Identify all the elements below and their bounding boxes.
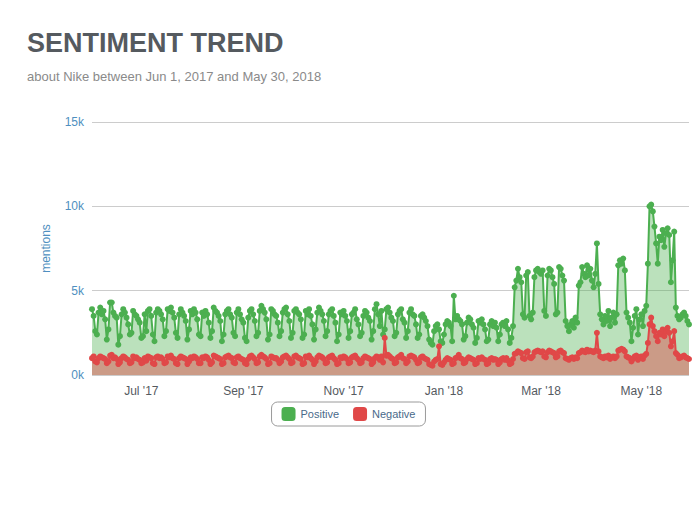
svg-text:Jan '18: Jan '18	[425, 384, 464, 398]
svg-text:mentions: mentions	[39, 224, 53, 273]
svg-text:Jul '17: Jul '17	[124, 384, 159, 398]
svg-text:5k: 5k	[71, 284, 85, 298]
svg-text:Negative: Negative	[372, 408, 415, 420]
svg-text:10k: 10k	[65, 199, 85, 213]
svg-text:0k: 0k	[71, 368, 85, 382]
svg-text:about Nike between Jun 1, 2017: about Nike between Jun 1, 2017 and May 3…	[27, 69, 321, 84]
svg-text:May '18: May '18	[620, 384, 662, 398]
svg-text:15k: 15k	[65, 115, 85, 129]
svg-text:Mar '18: Mar '18	[521, 384, 561, 398]
svg-text:Positive: Positive	[301, 408, 340, 420]
svg-text:Sep '17: Sep '17	[223, 384, 264, 398]
svg-text:Nov '17: Nov '17	[323, 384, 364, 398]
svg-text:SENTIMENT TREND: SENTIMENT TREND	[27, 28, 284, 58]
